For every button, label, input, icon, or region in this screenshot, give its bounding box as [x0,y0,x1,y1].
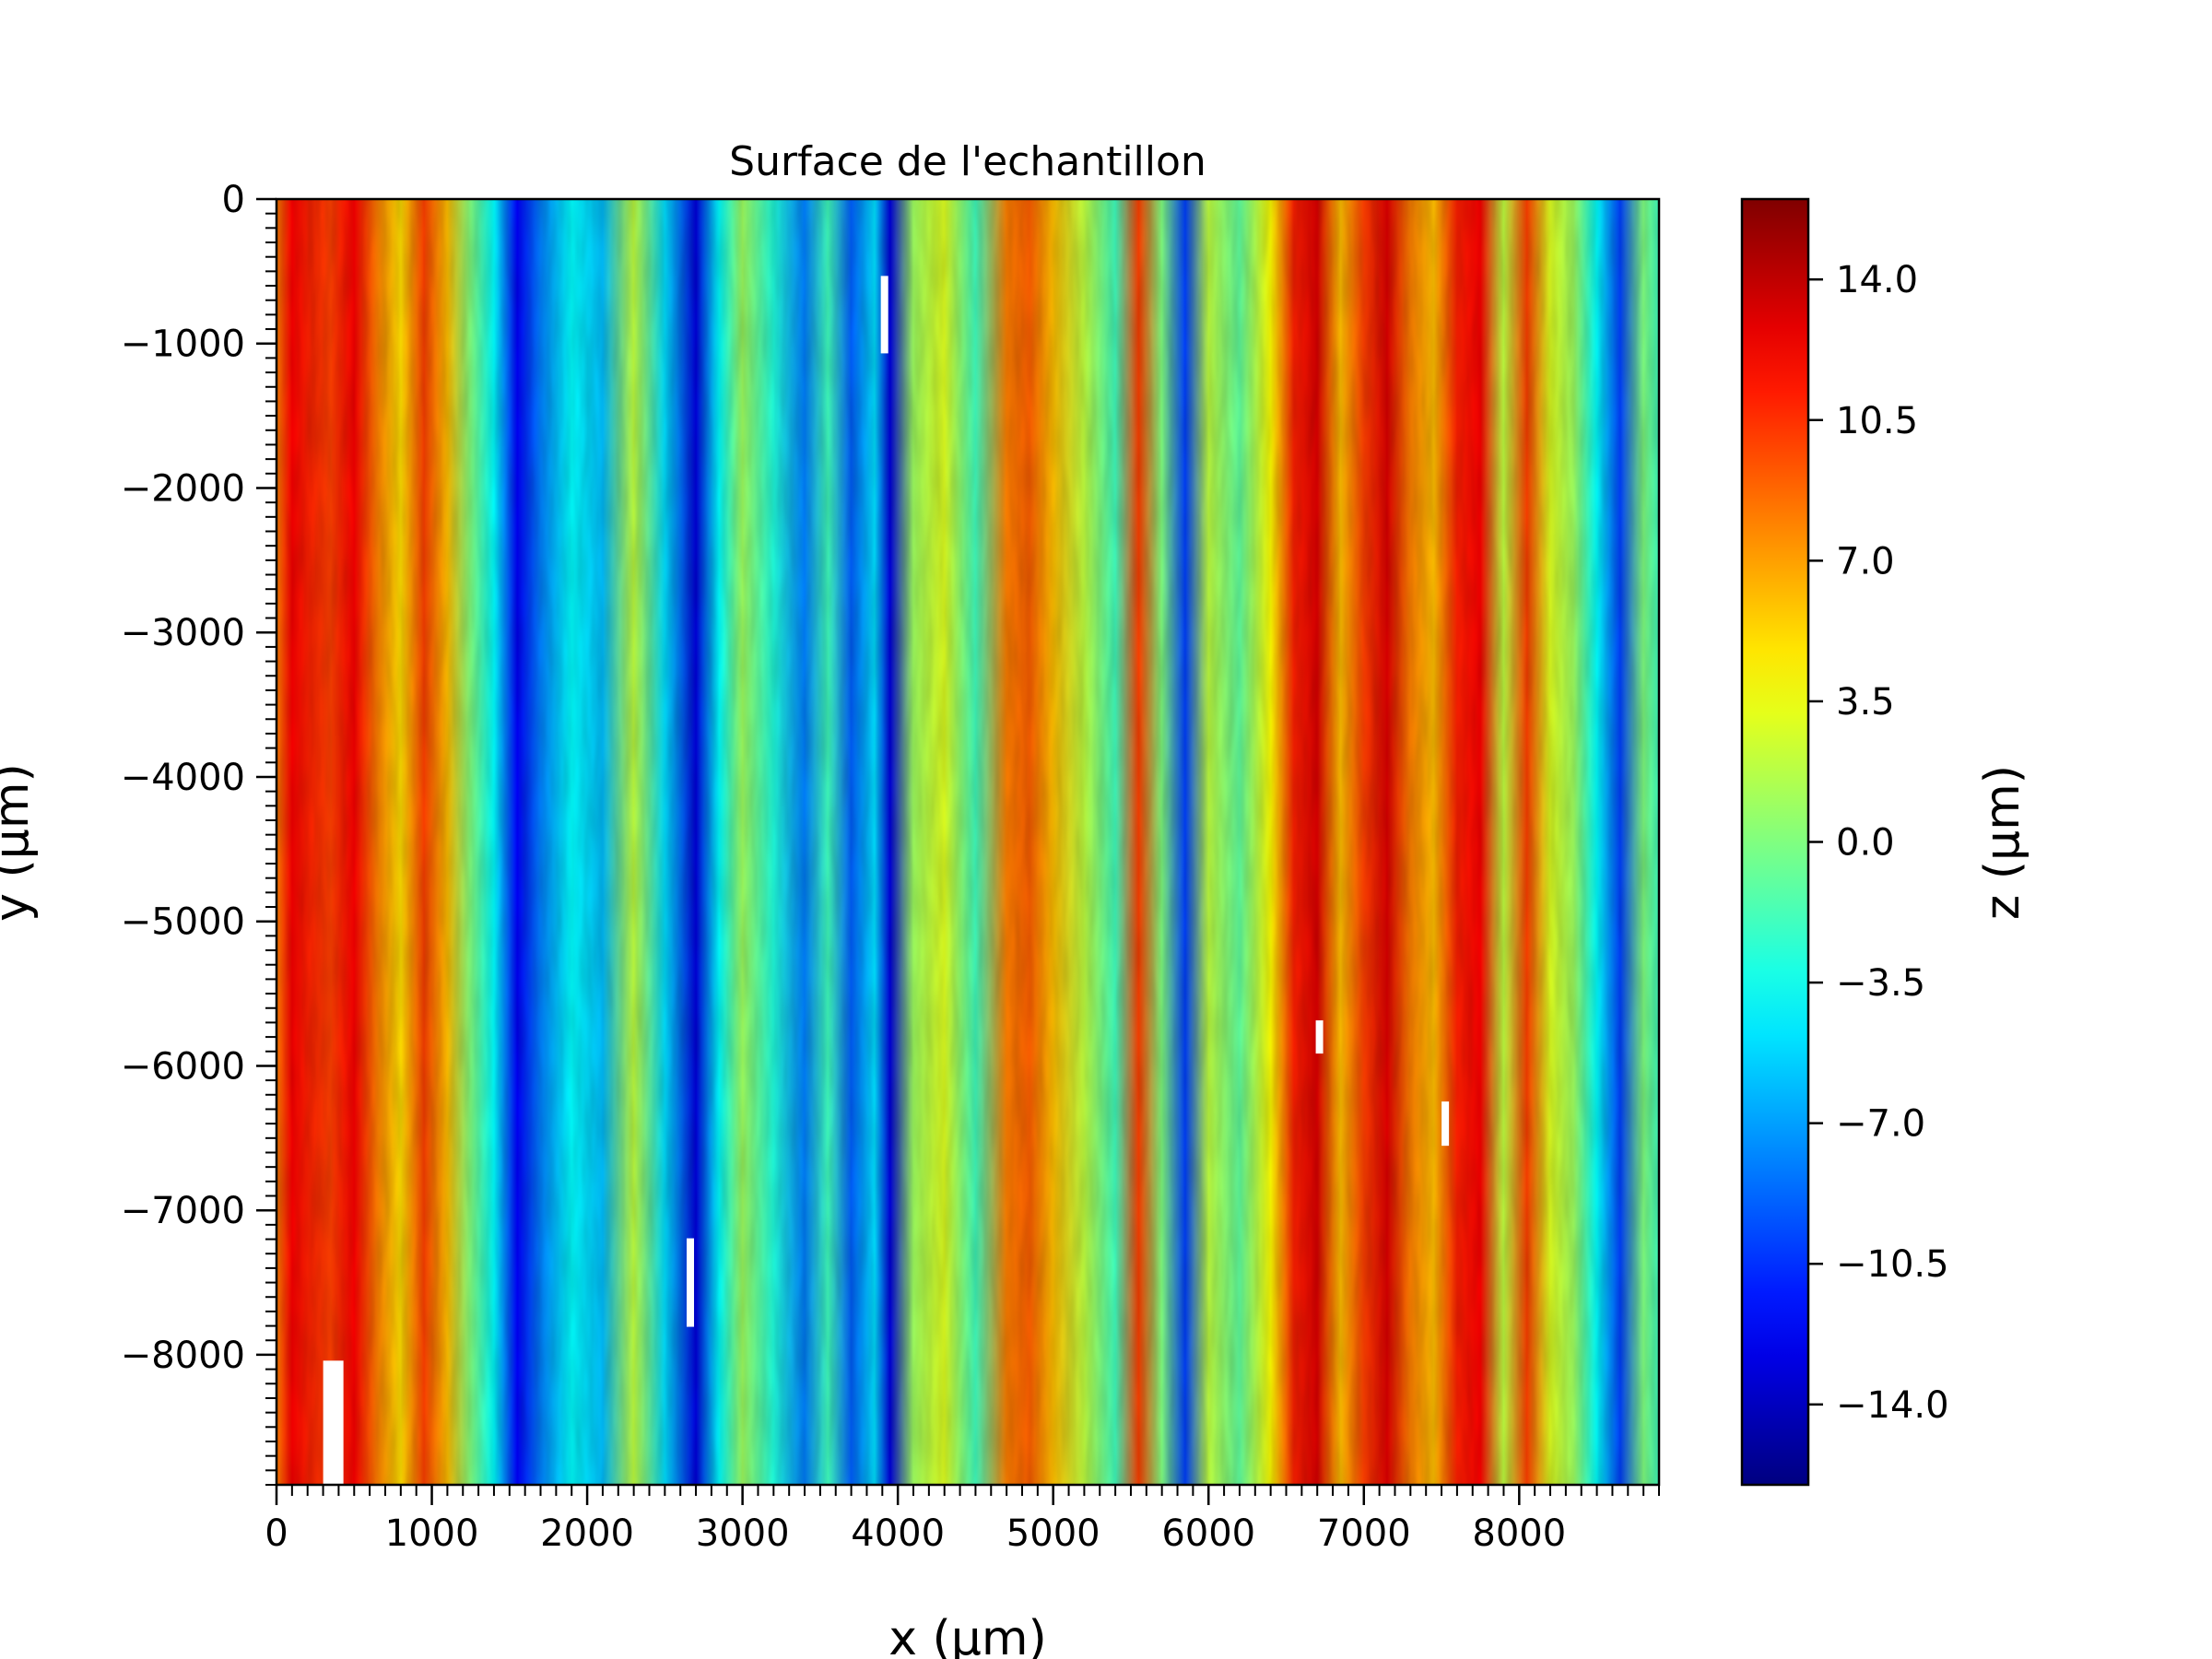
x-axis: 0 1000 2000 3000 4000 5000 6000 7000 8000 [265,1485,1660,1555]
colorbar-tick-label: −3.5 [1836,962,1925,1005]
colorbar-label: z (µm) [1975,765,2030,920]
y-axis-label: y (µm) [0,763,40,922]
colorbar-tick-label: 14.0 [1836,259,1918,301]
missing-data-spot [880,276,888,354]
x-tick-label: 4000 [851,1512,945,1555]
x-tick-label: 5000 [1006,1512,1100,1555]
y-tick-label: −5000 [121,901,245,944]
colorbar-tick-label: −7.0 [1836,1103,1925,1146]
missing-data-spot [1441,1101,1450,1147]
y-tick-label: −7000 [121,1190,245,1232]
colorbar: 14.0 10.5 7.0 3.5 0.0 −3.5 −7.0 −10.5 −14.0 z (µ… [1740,197,2030,1487]
colorbar-tick-label: 10.5 [1836,400,1918,442]
y-tick-label: −2000 [121,467,245,510]
x-tick-label: 0 [265,1512,288,1555]
missing-data-spot [1315,1020,1324,1054]
chart-title: Surface de l'echantillon [729,138,1206,185]
missing-data-spots [323,276,1450,1485]
y-tick-label: −1000 [121,324,245,366]
plot-frame [275,197,1661,1487]
y-tick-label: −4000 [121,757,245,799]
x-tick-label: 1000 [385,1512,479,1555]
missing-data-spot [323,1360,344,1485]
x-tick-label: 8000 [1472,1512,1566,1555]
colorbar-tick-label: 0.0 [1836,822,1895,865]
missing-data-spot [687,1238,694,1327]
x-tick-label: 2000 [540,1512,634,1555]
colorbar-tick-label: 3.5 [1836,681,1895,724]
x-tick-label: 6000 [1161,1512,1255,1555]
x-axis-label: x (µm) [888,1611,1047,1659]
colorbar-ticks: 14.0 10.5 7.0 3.5 0.0 −3.5 −7.0 −10.5 −14.0 [1808,259,1949,1427]
y-tick-label: 0 [222,179,245,221]
y-tick-label: −6000 [121,1045,245,1088]
y-tick-label: −3000 [121,612,245,654]
x-tick-label: 7000 [1317,1512,1411,1555]
colorbar-tick-label: −10.5 [1836,1243,1949,1286]
plot-area[interactable] [276,199,1659,1493]
y-tick-label: −8000 [121,1335,245,1377]
colorbar-scale [1740,197,1810,1487]
y-axis: 0 −1000 −2000 −3000 −4000 −5000 −6000 −7000 −800… [121,179,276,1486]
x-tick-label: 3000 [696,1512,790,1555]
colorbar-tick-label: 7.0 [1836,540,1895,582]
surface-texture [276,199,1659,1485]
colorbar-tick-label: −14.0 [1836,1384,1949,1427]
